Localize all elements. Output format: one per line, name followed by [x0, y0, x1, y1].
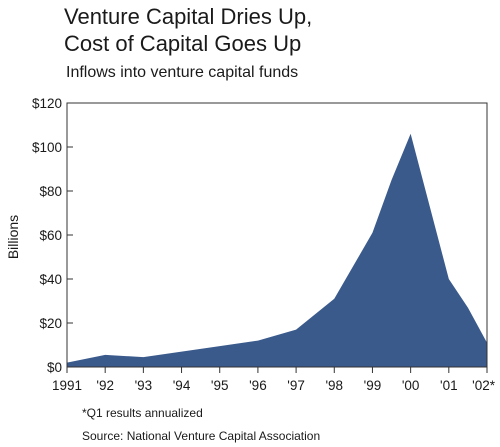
y-tick-label: $20: [39, 316, 62, 331]
x-tick-label: '00: [402, 378, 420, 393]
y-tick-label: $100: [32, 140, 62, 155]
x-tick-label: '94: [173, 378, 191, 393]
x-tick-label: '97: [287, 378, 305, 393]
x-tick-label: 1991: [52, 378, 82, 393]
x-tick-label: '92: [96, 378, 114, 393]
y-tick-label: $120: [32, 96, 62, 111]
x-tick-label: '02*: [472, 378, 496, 393]
chart-subtitle: Inflows into venture capital funds: [66, 64, 299, 81]
y-tick-label: $0: [47, 360, 62, 375]
y-axis-label: Billions: [5, 215, 21, 259]
chart-title-line-1: Venture Capital Dries Up,: [64, 4, 313, 29]
plot-frame: [66, 102, 488, 368]
chart-title: Venture Capital Dries Up, Cost of Capita…: [64, 3, 312, 57]
x-tick-label: '93: [135, 378, 153, 393]
footnote-annualized: *Q1 results annualized: [82, 406, 203, 420]
x-tick-label: '96: [249, 378, 267, 393]
chart-title-line-2: Cost of Capital Goes Up: [64, 31, 302, 56]
area-series: [67, 133, 487, 367]
x-tick-label: '95: [211, 378, 229, 393]
y-tick-label: $80: [39, 184, 62, 199]
y-tick-label: $60: [39, 228, 62, 243]
footnote-source: Source: National Venture Capital Associa…: [82, 429, 321, 443]
x-axis: 1991 '92 '93 '94 '95 '96 '97 '98 '99 '00 '01 '02*: [52, 367, 496, 393]
x-tick-label: '98: [325, 378, 343, 393]
y-axis: $0 $20 $40 $60 $80 $100 $120: [32, 96, 73, 375]
y-tick-label: $40: [39, 272, 62, 287]
x-tick-label: '01: [440, 378, 458, 393]
x-tick-label: '99: [364, 378, 382, 393]
